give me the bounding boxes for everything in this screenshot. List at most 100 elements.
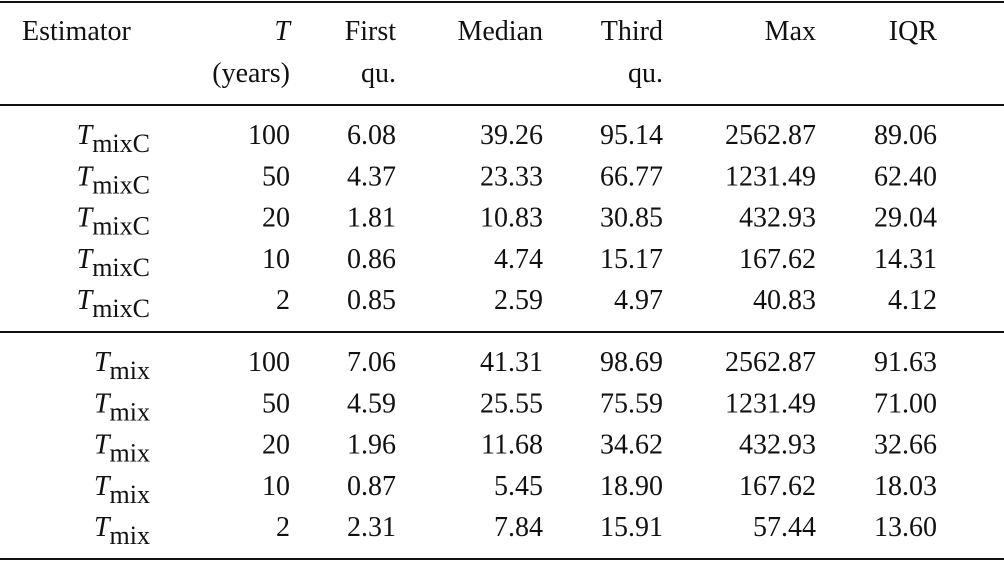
table-cell: 18.03 xyxy=(874,471,937,502)
table-cell: 4.12 xyxy=(888,285,937,316)
table-cell: 0.85 xyxy=(347,285,396,316)
table-cell: 4.97 xyxy=(614,285,663,316)
estimator-symbol: T xyxy=(77,161,95,192)
table-cell: 20 xyxy=(262,430,290,461)
table-cell: 432.93 xyxy=(739,203,816,234)
table-cell: 39.26 xyxy=(480,120,543,151)
table-cell: 0.87 xyxy=(347,471,396,502)
table-cell: 10 xyxy=(262,471,290,502)
table-cell: 13.60 xyxy=(874,512,937,543)
table-cell: 2.31 xyxy=(347,512,396,543)
estimator-cell: TmixC xyxy=(77,203,150,241)
table-cell: 5.45 xyxy=(494,471,543,502)
table-cell: 25.55 xyxy=(480,388,543,419)
header-cell: qu. xyxy=(628,58,663,89)
table-cell: 1231.49 xyxy=(725,161,816,192)
table-cell: 100 xyxy=(248,120,290,151)
estimator-cell: Tmix xyxy=(94,512,150,550)
table-cell: 4.59 xyxy=(347,388,396,419)
table-cell: 167.62 xyxy=(739,244,816,275)
table-cell: 11.68 xyxy=(481,430,543,461)
estimator-subscript: mixC xyxy=(92,212,150,241)
estimator-symbol: T xyxy=(77,203,95,234)
header-cell: (years) xyxy=(212,58,290,89)
estimator-cell: TmixC xyxy=(77,161,150,199)
table-cell: 4.74 xyxy=(494,244,543,275)
table-cell: 57.44 xyxy=(753,512,816,543)
table-cell: 15.91 xyxy=(600,512,663,543)
table-cell: 7.06 xyxy=(347,347,396,378)
table-cell: 23.33 xyxy=(480,161,543,192)
table-cell: 20 xyxy=(262,203,290,234)
table-cell: 10 xyxy=(262,244,290,275)
table-cell: 98.69 xyxy=(600,347,663,378)
table-cell: 10.83 xyxy=(480,203,543,234)
table-cell: 66.77 xyxy=(600,161,663,192)
table-cell: 2562.87 xyxy=(725,120,816,151)
table-cell: 71.00 xyxy=(874,388,937,419)
table-cell: 62.40 xyxy=(874,161,937,192)
table-cell: 100 xyxy=(248,347,290,378)
estimator-subscript: mixC xyxy=(92,170,150,199)
estimator-cell: TmixC xyxy=(77,244,150,282)
header-cell: Third xyxy=(601,16,663,47)
estimator-subscript: mixC xyxy=(92,253,150,282)
table-cell: 15.17 xyxy=(600,244,663,275)
table-cell: 2562.87 xyxy=(725,347,816,378)
estimator-cell: Tmix xyxy=(94,347,150,385)
table-cell: 40.83 xyxy=(753,285,816,316)
estimator-symbol: T xyxy=(94,388,112,419)
estimator-subscript: mixC xyxy=(92,294,150,323)
header-cell: Max xyxy=(765,16,816,47)
table-cell: 30.85 xyxy=(600,203,663,234)
table-cell: 14.31 xyxy=(874,244,937,275)
table-cell: 50 xyxy=(262,161,290,192)
table-cell: 18.90 xyxy=(600,471,663,502)
table-cell: 2.59 xyxy=(494,285,543,316)
estimator-subscript: mix xyxy=(110,356,150,385)
table-cell: 34.62 xyxy=(600,430,663,461)
table-cell: 6.08 xyxy=(347,120,396,151)
header-cell: qu. xyxy=(361,58,396,89)
table-cell: 167.62 xyxy=(739,471,816,502)
table-cell: 2 xyxy=(276,285,290,316)
estimator-symbol: T xyxy=(94,347,112,378)
estimator-symbol: T xyxy=(77,285,95,316)
estimator-cell: TmixC xyxy=(77,285,150,323)
estimator-cell: TmixC xyxy=(77,120,150,158)
table-cell: 2 xyxy=(276,512,290,543)
table-cell: 432.93 xyxy=(739,430,816,461)
table-cell: 0.86 xyxy=(347,244,396,275)
table-cell: 1231.49 xyxy=(725,388,816,419)
estimator-subscript: mix xyxy=(110,439,150,468)
table-cell: 89.06 xyxy=(874,120,937,151)
estimator-symbol: T xyxy=(94,512,112,543)
estimator-subscript: mix xyxy=(110,480,150,509)
table-cell: 32.66 xyxy=(874,430,937,461)
table-cell: 29.04 xyxy=(874,203,937,234)
table-cell: 41.31 xyxy=(480,347,543,378)
table-cell: 7.84 xyxy=(494,512,543,543)
estimator-symbol: T xyxy=(94,430,112,461)
table-cell: 4.37 xyxy=(347,161,396,192)
estimator-symbol: T xyxy=(77,244,95,275)
table-cell: 50 xyxy=(262,388,290,419)
estimator-subscript: mixC xyxy=(92,129,150,158)
header-cell: T xyxy=(274,16,292,47)
header-cell: First xyxy=(345,16,397,47)
estimator-cell: Tmix xyxy=(94,471,150,509)
table-cell: 1.81 xyxy=(347,203,396,234)
header-cell: Estimator xyxy=(22,16,132,47)
estimator-subscript: mix xyxy=(110,521,150,550)
table-cell: 91.63 xyxy=(874,347,937,378)
header-cell: Median xyxy=(457,16,543,47)
table-cell: 75.59 xyxy=(600,388,663,419)
estimator-subscript: mix xyxy=(110,397,150,426)
estimator-cell: Tmix xyxy=(94,388,150,426)
estimator-symbol: T xyxy=(94,471,112,502)
table-cell: 95.14 xyxy=(600,120,663,151)
header-cell: IQR xyxy=(889,16,938,47)
estimator-cell: Tmix xyxy=(94,430,150,468)
